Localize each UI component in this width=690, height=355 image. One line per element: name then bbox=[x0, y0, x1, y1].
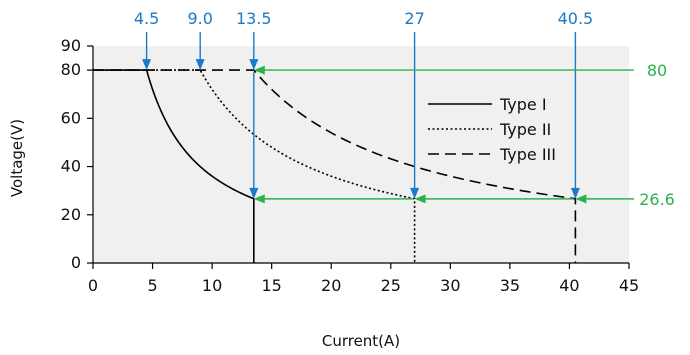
x-tick-label: 45 bbox=[619, 276, 639, 295]
y-tick-label: 80 bbox=[61, 60, 81, 79]
current-annotation-label: 27 bbox=[404, 9, 424, 28]
y-tick-label: 60 bbox=[61, 108, 81, 127]
x-tick-label: 20 bbox=[321, 276, 341, 295]
current-annotation-label: 13.5 bbox=[236, 9, 272, 28]
legend-label-3: Type III bbox=[499, 145, 556, 164]
x-axis-title: Current(A) bbox=[322, 332, 400, 350]
series-line-2 bbox=[93, 69, 416, 263]
voltage-arrow-2-0-head bbox=[253, 194, 265, 204]
series-layer bbox=[93, 69, 577, 263]
x-tick-label: 5 bbox=[147, 276, 157, 295]
voltage-arrow-2-1-head bbox=[414, 194, 426, 204]
annotation-layer: 4.5 9.0 13.5 27 40.5 80 26.6 bbox=[134, 9, 675, 209]
plot-area bbox=[93, 46, 629, 263]
current-arrow-2-head bbox=[195, 59, 205, 71]
series-line-3 bbox=[93, 69, 577, 263]
x-tick-label: 10 bbox=[202, 276, 222, 295]
legend-label-1: Type I bbox=[499, 95, 547, 114]
current-annotation-label: 9.0 bbox=[187, 9, 212, 28]
voltage-annotation-label: 26.6 bbox=[639, 190, 675, 209]
x-tick-label: 40 bbox=[559, 276, 579, 295]
y-tick-label: 0 bbox=[71, 253, 81, 272]
legend: Type I Type II Type III bbox=[428, 95, 556, 164]
x-tick-label: 30 bbox=[440, 276, 460, 295]
axes-layer: 0 5 10 15 20 25 30 35 40 45 0 20 40 60 80 90 bbox=[61, 36, 640, 295]
y-tick-label: 20 bbox=[61, 205, 81, 224]
y-tick-label: 40 bbox=[61, 157, 81, 176]
x-tick-label: 15 bbox=[261, 276, 281, 295]
x-tick-label: 0 bbox=[88, 276, 98, 295]
voltage-arrow-2-a-head bbox=[575, 194, 587, 204]
current-arrow-5-head bbox=[570, 187, 580, 199]
voltage-annotation-label: 80 bbox=[647, 61, 667, 80]
current-arrow-4-head bbox=[410, 187, 420, 199]
current-arrow-3-head bbox=[249, 59, 259, 71]
x-tick-label: 35 bbox=[500, 276, 520, 295]
x-tick-label: 25 bbox=[381, 276, 401, 295]
legend-label-2: Type II bbox=[499, 120, 551, 139]
voltage-arrow-1-a-head bbox=[253, 65, 265, 75]
current-arrow-1-head bbox=[142, 59, 152, 71]
current-annotation-label: 4.5 bbox=[134, 9, 159, 28]
extra-arrow-1-head bbox=[249, 187, 259, 199]
y-tick-label: 90 bbox=[61, 36, 81, 55]
y-axis-title: Voltage(V) bbox=[8, 119, 26, 197]
current-annotation-label: 40.5 bbox=[558, 9, 594, 28]
series-line-1 bbox=[93, 69, 255, 263]
